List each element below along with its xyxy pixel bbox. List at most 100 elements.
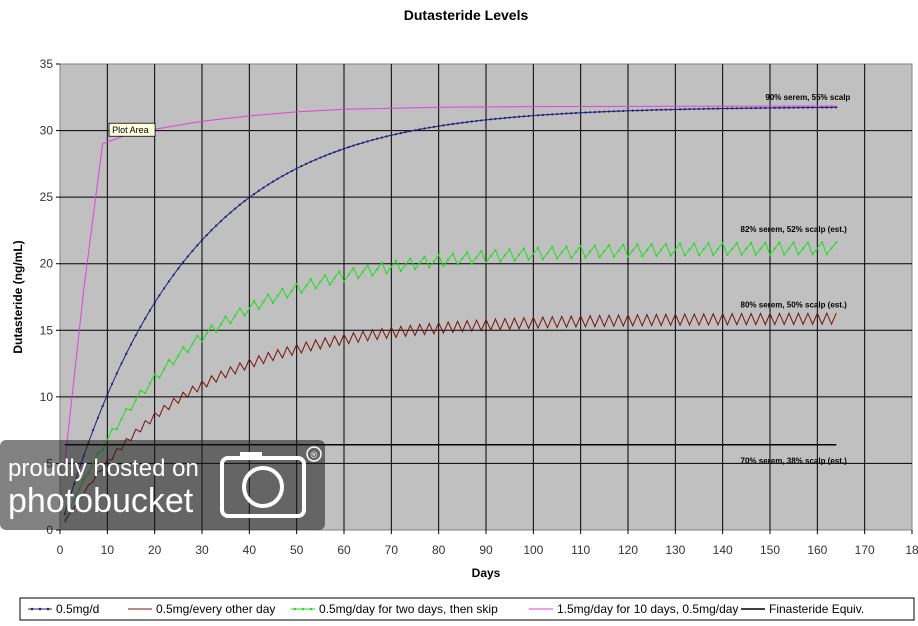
series-point-2: [484, 261, 488, 264]
legend-marker: [293, 607, 297, 611]
series-point-0: [484, 118, 488, 121]
annotation-label: 82% serem, 52% scalp (est.): [741, 225, 848, 234]
series-point-2: [219, 322, 223, 326]
series-point-0: [394, 133, 398, 136]
series-point-2: [494, 249, 497, 252]
series-point-2: [768, 253, 772, 256]
series-point-0: [641, 109, 644, 112]
series-point-0: [792, 106, 795, 109]
series-point-0: [754, 106, 757, 110]
series-point-0: [328, 152, 331, 155]
series-point-0: [191, 249, 194, 252]
series-point-0: [650, 108, 653, 112]
series-point-2: [309, 278, 312, 281]
series-point-2: [489, 255, 492, 258]
series-point-2: [248, 307, 251, 310]
series-point-2: [650, 243, 653, 246]
series-line-1: [64, 311, 837, 523]
series-point-2: [465, 251, 469, 254]
series-point-2: [252, 299, 256, 303]
series-point-2: [110, 428, 114, 431]
series-point-0: [622, 109, 625, 113]
series-point-2: [693, 242, 696, 245]
series-point-0: [579, 111, 582, 114]
series-point-0: [234, 207, 237, 210]
series-point-0: [816, 106, 819, 109]
watermark-line1: proudly hosted on: [8, 455, 199, 482]
series-point-2: [830, 247, 833, 250]
series-point-2: [726, 253, 729, 257]
series-point-0: [442, 124, 445, 127]
series-point-2: [376, 268, 379, 271]
tooltip-box: [108, 122, 156, 137]
series-point-0: [172, 273, 175, 276]
series-point-0: [413, 129, 417, 132]
series-point-0: [167, 280, 170, 283]
series-point-0: [456, 122, 459, 125]
x-tick-label: 30: [195, 543, 209, 557]
series-point-0: [716, 107, 720, 110]
annotation-label: 70% serem, 38% scalp (est.): [741, 456, 848, 465]
series-point-0: [295, 167, 298, 170]
series-point-0: [702, 107, 705, 110]
series-point-0: [489, 118, 492, 121]
series-point-0: [811, 106, 814, 109]
series-point-2: [314, 287, 317, 290]
series-point-0: [726, 107, 729, 110]
series-point-0: [215, 224, 218, 227]
series-point-2: [442, 264, 445, 268]
series-point-2: [404, 263, 407, 266]
series-point-2: [447, 258, 450, 261]
series-point-2: [721, 241, 724, 245]
series-point-2: [527, 258, 530, 261]
series-point-0: [541, 113, 544, 117]
series-point-0: [115, 372, 118, 375]
series-point-2: [191, 342, 194, 345]
series-point-0: [229, 211, 232, 214]
series-point-0: [764, 106, 767, 110]
series-point-2: [276, 294, 279, 297]
series-point-0: [153, 301, 156, 304]
series-point-2: [115, 427, 118, 431]
series-point-2: [177, 354, 180, 357]
series-point-0: [787, 106, 791, 109]
series-point-0: [281, 174, 284, 178]
legend-marker: [309, 607, 313, 611]
x-tick-label: 150: [760, 543, 780, 557]
series-point-2: [702, 248, 705, 251]
series-point-2: [186, 350, 189, 354]
series-point-0: [101, 405, 104, 408]
series-point-2: [622, 243, 625, 246]
series-point-2: [664, 242, 667, 245]
series-point-0: [144, 317, 147, 320]
series-point-0: [347, 146, 350, 149]
series-point-0: [276, 177, 279, 180]
series-point-2: [802, 247, 805, 250]
series-point-2: [409, 257, 412, 260]
series-point-0: [683, 108, 686, 111]
series-point-0: [319, 156, 322, 159]
series-point-0: [262, 186, 265, 189]
series-point-0: [428, 126, 431, 129]
y-tick-label: 25: [40, 190, 54, 204]
series-point-2: [603, 250, 606, 253]
series-point-0: [271, 180, 275, 183]
series-point-0: [186, 255, 189, 258]
series-point-0: [437, 125, 440, 128]
legend-marker: [301, 607, 305, 611]
series-point-2: [456, 263, 459, 266]
series-point-0: [338, 149, 341, 152]
series-point-2: [607, 243, 611, 247]
x-tick-label: 70: [385, 543, 399, 557]
series-point-0: [200, 239, 204, 242]
tooltip-text: Plot Area: [112, 125, 149, 135]
series-point-2: [806, 241, 809, 244]
series-point-2: [243, 314, 246, 317]
series-point-2: [347, 273, 350, 276]
series-point-0: [707, 107, 710, 110]
y-tick-label: 35: [40, 57, 54, 71]
series-point-0: [560, 112, 563, 115]
series-point-2: [371, 274, 374, 277]
series-point-2: [319, 280, 322, 283]
series-point-2: [148, 382, 152, 385]
